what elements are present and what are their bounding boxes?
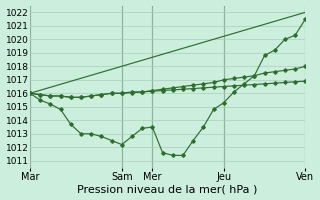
X-axis label: Pression niveau de la mer( hPa ): Pression niveau de la mer( hPa ) <box>77 184 258 194</box>
